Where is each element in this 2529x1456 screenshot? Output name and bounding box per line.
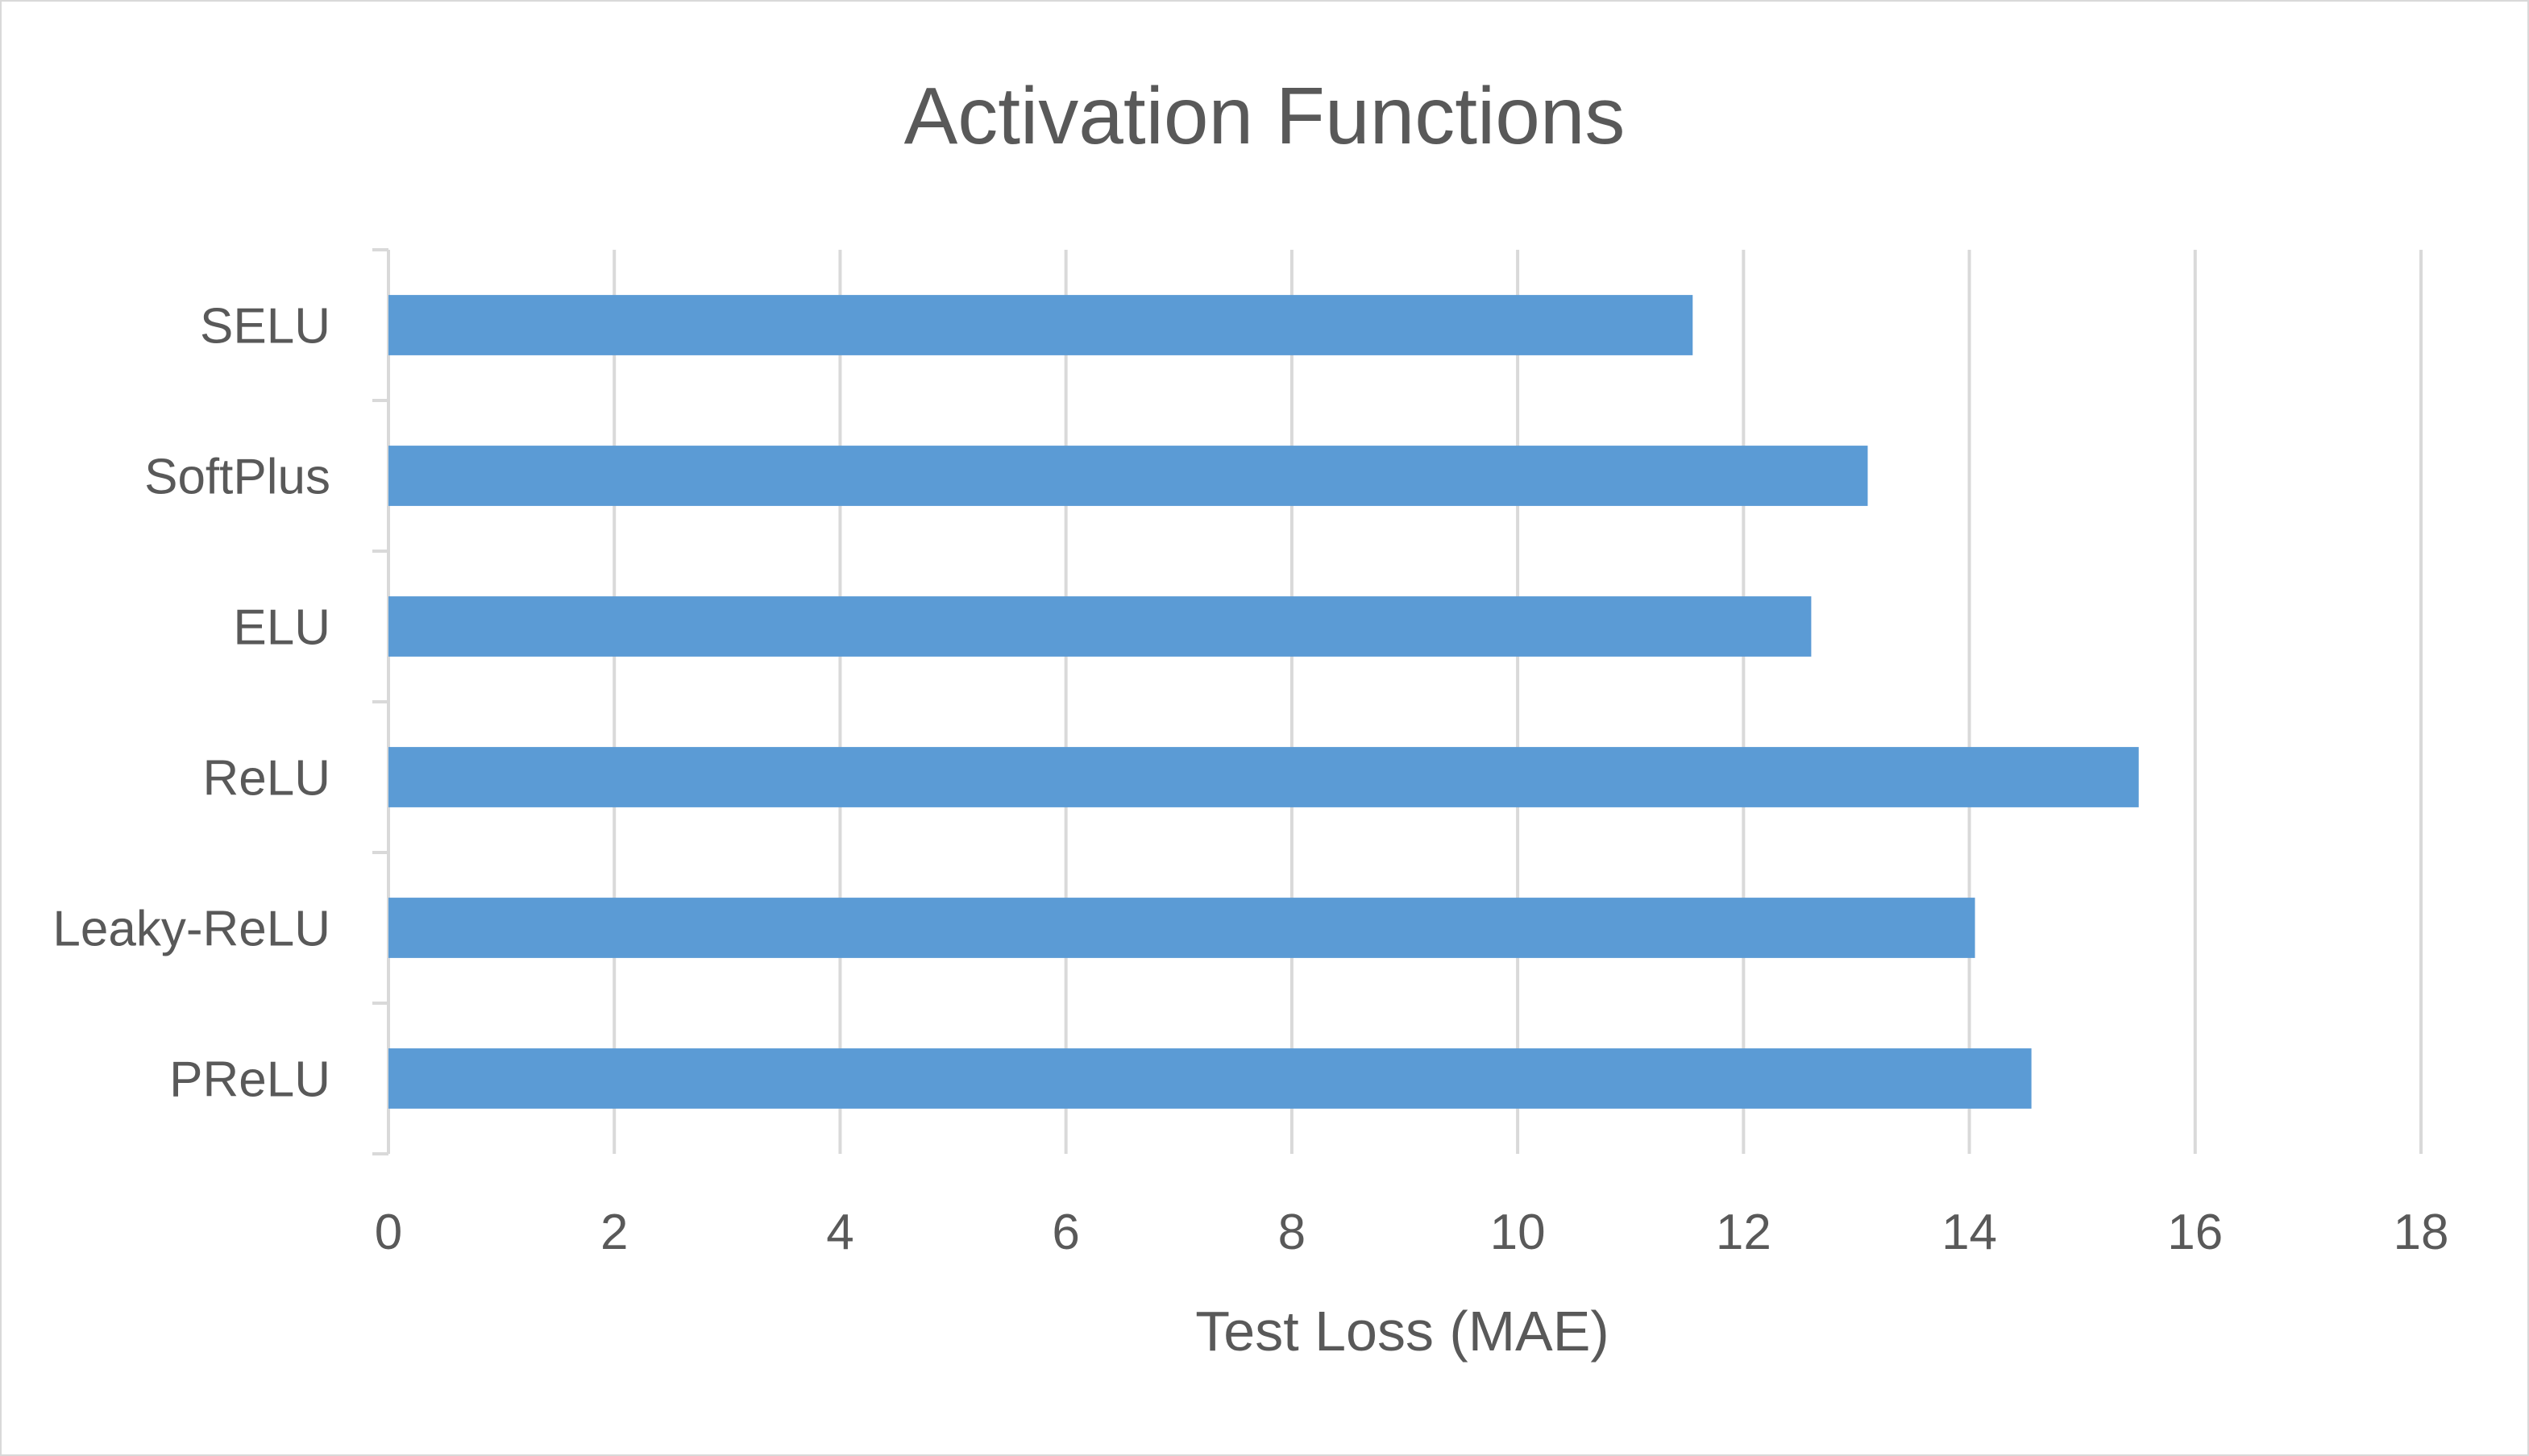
bars xyxy=(388,295,2139,1109)
bar-selu xyxy=(388,295,1693,355)
category-axis xyxy=(372,248,390,1155)
x-tick-label: 4 xyxy=(826,1205,853,1260)
bar-leaky-relu xyxy=(388,898,1975,958)
y-tick-label: ELU xyxy=(233,600,330,656)
chart-title: Activation Functions xyxy=(904,71,1626,161)
y-tick-label: PReLU xyxy=(169,1052,330,1108)
bar-prelu xyxy=(388,1048,2032,1109)
gridlines xyxy=(613,250,2423,1154)
x-tick-label: 18 xyxy=(2394,1205,2449,1260)
x-tick-label: 8 xyxy=(1278,1205,1306,1260)
x-tick-label: 2 xyxy=(600,1205,628,1260)
x-tick-label: 16 xyxy=(2167,1205,2223,1260)
y-tick-label: ReLU xyxy=(202,751,330,807)
y-tick-label: SoftPlus xyxy=(144,450,330,505)
bar-relu xyxy=(388,747,2139,807)
value-tick-labels: 0 2 4 6 8 10 12 14 16 18 xyxy=(375,1205,2449,1260)
x-tick-label: 0 xyxy=(375,1205,402,1260)
y-tick-label: SELU xyxy=(200,299,330,355)
y-tick-label: Leaky-ReLU xyxy=(52,902,330,957)
bar-elu xyxy=(388,596,1812,657)
bar-softplus xyxy=(388,446,1868,506)
category-labels: SELU SoftPlus ELU ReLU Leaky-ReLU PReLU xyxy=(52,299,330,1108)
x-tick-label: 14 xyxy=(1941,1205,1997,1260)
x-tick-label: 10 xyxy=(1490,1205,1546,1260)
x-tick-label: 6 xyxy=(1052,1205,1079,1260)
x-axis-label: Test Loss (MAE) xyxy=(1195,1300,1609,1363)
x-tick-label: 12 xyxy=(1716,1205,1771,1260)
